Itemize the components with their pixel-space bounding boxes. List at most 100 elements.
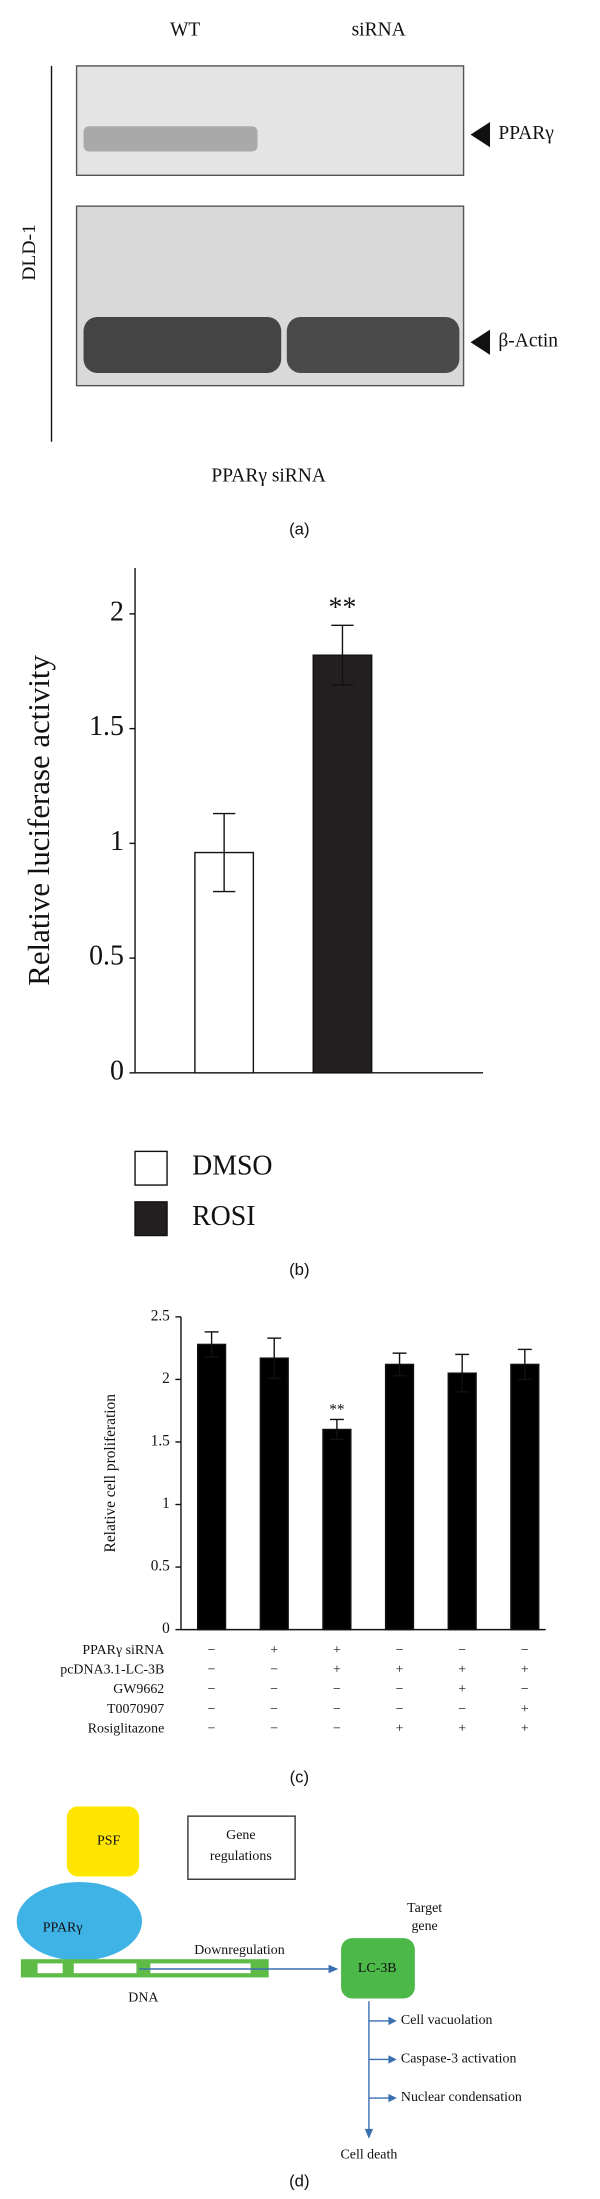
panel-label: (b) xyxy=(289,1260,309,1279)
bar xyxy=(510,1363,540,1631)
lane-label: siRNA xyxy=(352,19,406,40)
condition-sign: + xyxy=(333,1643,341,1658)
condition-sign: − xyxy=(521,1643,529,1658)
y-axis-label: Relative cell proliferation xyxy=(102,1394,119,1553)
condition-sign: + xyxy=(521,1662,529,1677)
box xyxy=(187,1815,296,1880)
error-bar xyxy=(455,1353,470,1393)
bar xyxy=(384,1363,415,1631)
arrowhead xyxy=(388,2093,397,2103)
psf-label: PSF xyxy=(97,1834,120,1849)
condition-sign: − xyxy=(396,1702,404,1717)
caption: PPARγ siRNA xyxy=(211,465,326,486)
lc3b-shape xyxy=(341,1938,415,1999)
effects: Cell vacuolation Caspase-3 activation Nucl… xyxy=(368,2013,522,2105)
legend-label: ROSI xyxy=(192,1201,255,1232)
ppar-shape xyxy=(16,1882,142,1961)
target-label: gene xyxy=(411,1919,437,1934)
condition-sign: − xyxy=(270,1702,278,1717)
legend-swatch xyxy=(134,1150,168,1186)
y-tick-label: 0.5 xyxy=(151,1558,170,1575)
arrowhead xyxy=(388,2016,397,2026)
condition-sign: − xyxy=(208,1662,216,1677)
lc3b-label: LC-3B xyxy=(358,1961,397,1976)
bar xyxy=(196,1343,227,1631)
y-tick-label: 2 xyxy=(162,1370,170,1387)
condition-sign: + xyxy=(521,1721,529,1736)
bar xyxy=(322,1428,352,1631)
condition-sign: + xyxy=(458,1721,466,1736)
target-label: Target xyxy=(407,1901,442,1916)
band xyxy=(83,316,282,374)
annotation: ** xyxy=(329,592,357,623)
y-tick-label: 2.5 xyxy=(151,1307,170,1324)
error-bar xyxy=(267,1337,282,1379)
box-text: regulations xyxy=(210,1849,272,1864)
condition-sign: − xyxy=(458,1702,466,1717)
y-tick-label: 1.5 xyxy=(151,1432,170,1449)
bar xyxy=(447,1372,477,1631)
condition-sign: + xyxy=(458,1662,466,1677)
arrowhead xyxy=(470,122,491,148)
error-bar xyxy=(331,624,354,686)
error-bar xyxy=(329,1418,344,1441)
condition-label: GW9662 xyxy=(113,1682,164,1697)
bar xyxy=(312,654,373,1074)
condition-sign: − xyxy=(270,1682,278,1697)
panel-label: (a) xyxy=(289,519,309,538)
condition-sign: − xyxy=(458,1643,466,1658)
condition-sign: − xyxy=(208,1682,216,1697)
outcome: Cell death xyxy=(340,2148,397,2163)
arrowhead xyxy=(470,329,491,355)
condition-sign: + xyxy=(458,1682,466,1697)
y-tick-label: 0 xyxy=(162,1620,170,1637)
arrowhead xyxy=(388,2055,397,2064)
y-tick-label: 2 xyxy=(110,596,124,627)
effect-label: Caspase-3 activation xyxy=(401,2052,517,2067)
panel-d: PSF PPARγ Gene regulations DNA Downregul… xyxy=(16,1806,522,2191)
error-bar xyxy=(212,812,236,893)
condition-sign: − xyxy=(208,1721,216,1736)
condition-sign: + xyxy=(396,1662,404,1677)
band xyxy=(286,316,460,374)
y-tick-label: 1 xyxy=(110,826,124,857)
condition-sign: − xyxy=(270,1662,278,1677)
panel-label: (c) xyxy=(290,1768,309,1787)
error-bar xyxy=(517,1348,532,1381)
psf-shape xyxy=(66,1806,140,1877)
condition-sign: − xyxy=(333,1721,341,1736)
condition-label: PPARγ siRNA xyxy=(82,1643,164,1658)
condition-sign: − xyxy=(333,1702,341,1717)
band-label: PPARγ xyxy=(498,123,554,144)
condition-sign: − xyxy=(396,1643,404,1658)
condition-sign: − xyxy=(396,1682,404,1697)
y-tick-label: 0 xyxy=(110,1055,124,1086)
condition-sign: − xyxy=(208,1643,216,1658)
condition-sign: − xyxy=(208,1702,216,1717)
condition-label: Rosiglitazone xyxy=(88,1721,165,1736)
condition-sign: + xyxy=(333,1662,341,1677)
y-axis-label: Relative luciferase activity xyxy=(22,654,56,985)
condition-sign: + xyxy=(396,1721,404,1736)
panel-a: WT siRNA DLD-1 PPARγ β-Actin PPARγ siRNA… xyxy=(19,19,558,538)
legend-swatch xyxy=(134,1201,168,1237)
condition-sign: − xyxy=(521,1682,529,1697)
y-tick-label: 0.5 xyxy=(89,940,124,971)
condition-label: pcDNA3.1-LC-3B xyxy=(60,1662,164,1677)
condition-sign: − xyxy=(270,1721,278,1736)
dna-gap xyxy=(73,1963,137,1974)
y-tick-label: 1.5 xyxy=(89,711,124,742)
dna-label: DNA xyxy=(128,1991,158,2006)
lane-label: WT xyxy=(170,19,200,40)
effect-label: Cell vacuolation xyxy=(401,2013,493,2028)
condition-sign: + xyxy=(270,1643,278,1658)
y-tick-label: 1 xyxy=(162,1495,170,1512)
annotation: ** xyxy=(329,1401,344,1418)
blot xyxy=(75,65,465,177)
effect-label: Nuclear condensation xyxy=(401,2090,522,2105)
panel-label: (d) xyxy=(289,2172,309,2191)
dna-gap xyxy=(37,1963,63,1974)
bar xyxy=(259,1357,289,1631)
ppar-label: PPARγ xyxy=(43,1921,83,1936)
